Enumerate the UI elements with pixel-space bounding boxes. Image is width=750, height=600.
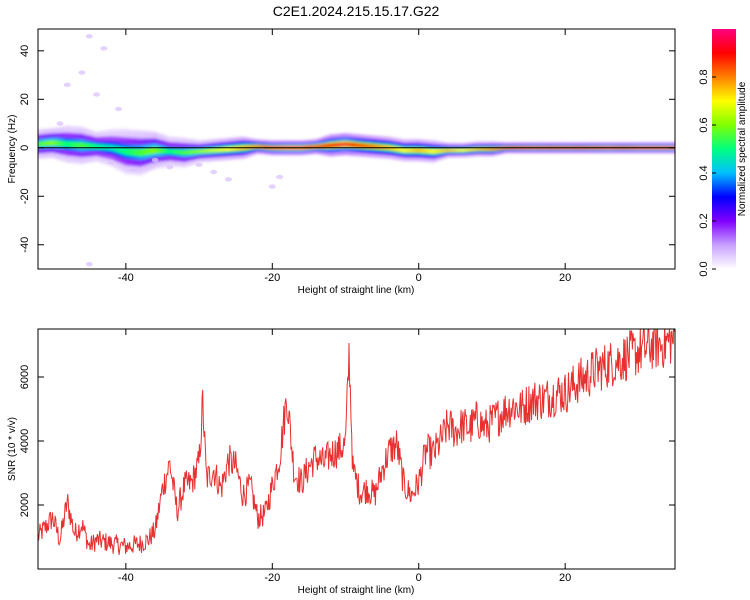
spectrogram-y-ticks: -40 -20 0 20 40 (19, 45, 675, 253)
spectrogram-ylabel: Frequency (Hz) (7, 115, 18, 184)
snr-series-line (38, 329, 675, 555)
snr-x-ticks: -40 -20 0 20 (118, 329, 571, 584)
x-tick-label: -40 (118, 572, 134, 584)
spectrogram-scatter-point (85, 262, 93, 267)
y-tick-label: 2000 (19, 493, 31, 517)
colorbar-tick-label: 0.4 (698, 165, 710, 180)
spectrogram-scatter-point (276, 174, 284, 180)
x-tick-label: 0 (416, 572, 422, 584)
spectrogram-scatter-point (56, 121, 64, 126)
colorbar-tick-label: 0.6 (698, 117, 710, 132)
spectrogram-heatmap (38, 124, 675, 176)
snr-ylabel: SNR (10 * v/v) (7, 417, 18, 481)
x-tick-label: 20 (559, 572, 571, 584)
y-tick-label: 20 (19, 93, 31, 105)
spectrogram-scatter-point (129, 167, 137, 172)
x-tick-label: -20 (264, 572, 280, 584)
spectrogram-scatter-point (115, 106, 122, 112)
y-tick-label: 0 (19, 145, 31, 151)
spectrogram-scatter-point (100, 46, 108, 51)
spectrogram-scatter-point (85, 34, 93, 39)
spectrogram-scatter (56, 34, 284, 267)
spectrogram-scatter-point (93, 92, 101, 97)
colorbar-ticks: 0.0 0.2 0.4 0.6 0.8 (698, 69, 716, 277)
spectrogram-xlabel: Height of straight line (km) (298, 285, 415, 296)
x-tick-label: -40 (118, 272, 134, 284)
figure-title: C2E1.2024.215.15.17.G22 (273, 3, 440, 19)
snr-frame (37, 328, 676, 570)
colorbar-gradient (712, 29, 736, 269)
spectrogram-scatter-point (268, 184, 276, 189)
y-tick-label: -40 (19, 237, 31, 253)
y-tick-label: 4000 (19, 429, 31, 453)
spectrogram-scatter-point (151, 157, 159, 163)
spectrogram-panel: -40 -20 0 20 -40 -20 0 20 40 Height of straight… (7, 28, 676, 296)
colorbar-tick-label: 0.2 (698, 213, 710, 228)
spectrogram-x-ticks: -40 -20 0 20 (118, 29, 571, 284)
snr-y-ticks: 2000 4000 6000 (19, 365, 675, 517)
snr-plot-area (38, 329, 675, 555)
colorbar-tick-label: 0.0 (698, 261, 710, 276)
y-tick-label: 40 (19, 45, 31, 57)
spectrogram-scatter-point (210, 169, 218, 175)
colorbar-label: Normalized spectral amplitude (737, 81, 748, 216)
spectrogram-scatter-point (107, 160, 115, 165)
colorbar-tick-label: 0.8 (698, 69, 710, 84)
x-tick-label: 0 (416, 272, 422, 284)
x-tick-label: -20 (264, 272, 280, 284)
spectrogram-scatter-point (195, 162, 203, 167)
x-tick-label: 20 (559, 272, 571, 284)
spectrogram-scatter-point (78, 70, 86, 75)
spectrogram-scatter-point (166, 165, 174, 170)
spectrogram-frame (37, 28, 676, 270)
spectrogram-scatter-point (63, 82, 71, 88)
y-tick-label: 6000 (19, 365, 31, 389)
y-tick-label: -20 (19, 188, 31, 204)
spectrogram-scatter-point (224, 177, 232, 182)
snr-xlabel: Height of straight line (km) (298, 585, 415, 596)
colorbar: 0.0 0.2 0.4 0.6 0.8 Normalized spectral ampl… (698, 29, 748, 277)
snr-panel: -40 -20 0 20 2000 4000 6000 Height of straigh… (7, 328, 676, 596)
